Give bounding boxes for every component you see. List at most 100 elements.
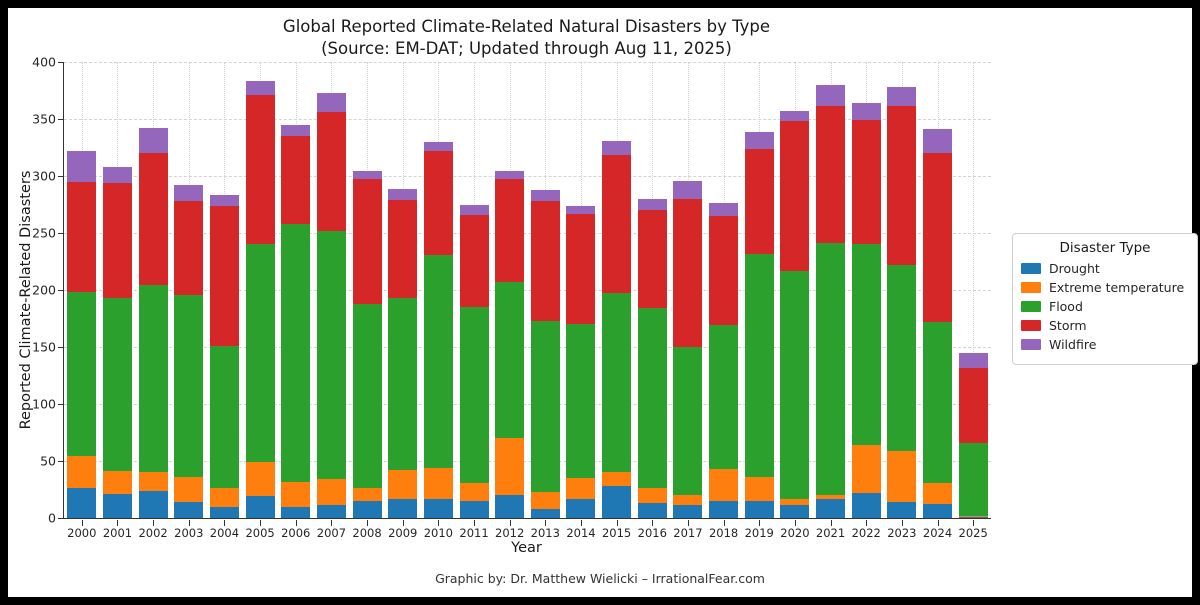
stacked-bar-2021	[816, 62, 846, 518]
bar-segment-flood	[744, 253, 774, 477]
bar-segment-storm	[566, 213, 596, 325]
legend-row-extreme-temperature: Extreme temperature	[1021, 280, 1189, 295]
bar-segment-extreme-temperature	[709, 469, 739, 501]
bar-segment-flood	[281, 223, 311, 482]
x-tick-label: 2010	[423, 526, 453, 540]
bar-segment-flood	[923, 321, 953, 483]
x-tick-label: 2012	[495, 526, 525, 540]
bar-segment-wildfire	[209, 195, 239, 206]
bar-segment-flood	[602, 293, 632, 473]
bar-segment-wildfire	[530, 189, 560, 202]
x-tick-label: 2000	[67, 526, 97, 540]
bar-segment-wildfire	[245, 81, 275, 96]
bar-segment-drought	[138, 490, 168, 518]
stacked-bar-2020	[780, 62, 810, 518]
bar-segment-flood	[495, 282, 525, 439]
y-tick-mark	[58, 176, 64, 177]
x-tick-mark	[937, 520, 939, 526]
x-tick-mark	[153, 520, 155, 526]
x-tick-mark	[367, 520, 369, 526]
x-tick-mark	[759, 520, 761, 526]
x-tick-label: 2007	[316, 526, 347, 540]
h-gridline	[64, 62, 991, 63]
bar-segment-flood	[245, 244, 275, 463]
bar-segment-flood	[637, 308, 667, 489]
stacked-bar-2025	[958, 62, 988, 518]
bar-segment-storm	[316, 112, 346, 231]
bar-segment-drought	[958, 516, 988, 518]
stacked-bar-2002	[138, 62, 168, 518]
bar-segment-flood	[316, 230, 346, 480]
bar-segment-storm	[352, 179, 382, 304]
bar-segment-storm	[851, 120, 881, 245]
bar-segment-flood	[138, 285, 168, 473]
bar-segment-extreme-temperature	[602, 472, 632, 487]
bar-segment-extreme-temperature	[851, 445, 881, 493]
x-tick-mark	[901, 520, 903, 526]
h-gridline	[64, 404, 991, 405]
y-tick-label: 200	[32, 282, 56, 298]
bar-segment-wildfire	[673, 180, 703, 199]
bar-segment-extreme-temperature	[887, 450, 917, 503]
x-tick-mark	[81, 520, 83, 526]
x-tick-mark	[687, 520, 689, 526]
legend-row-flood: Flood	[1021, 299, 1189, 314]
bar-segment-storm	[102, 182, 132, 298]
x-tick-label: 2016	[637, 526, 667, 540]
bar-segment-extreme-temperature	[174, 476, 204, 503]
bar-segment-storm	[459, 214, 489, 308]
bar-segment-wildfire	[744, 131, 774, 149]
bar-segment-wildfire	[566, 205, 596, 214]
bar-segment-wildfire	[316, 92, 346, 113]
bar-segment-extreme-temperature	[780, 498, 810, 506]
bar-segment-drought	[316, 505, 346, 518]
h-gridline	[64, 347, 991, 348]
h-gridline	[64, 119, 991, 120]
x-tick-label: 2023	[887, 526, 917, 540]
x-tick-mark	[438, 520, 440, 526]
bar-segment-flood	[459, 307, 489, 483]
bar-segment-drought	[102, 494, 132, 518]
bar-segment-drought	[245, 496, 275, 518]
legend-items: Drought Extreme temperature Flood Storm Wild…	[1021, 261, 1189, 352]
bar-segment-wildfire	[851, 103, 881, 121]
x-tick-mark	[830, 520, 832, 526]
x-tick-mark	[188, 520, 190, 526]
stacked-bar-2000	[67, 62, 97, 518]
bar-segment-drought	[566, 498, 596, 518]
stacked-bar-2013	[530, 62, 560, 518]
x-tick-mark	[224, 520, 226, 526]
y-tick-mark	[58, 233, 64, 234]
stacked-bar-2005	[245, 62, 275, 518]
legend-row-storm: Storm	[1021, 318, 1189, 333]
bar-segment-wildfire	[887, 87, 917, 107]
bar-segment-wildfire	[67, 150, 97, 182]
x-tick-label: 2020	[780, 526, 810, 540]
bar-segment-drought	[851, 492, 881, 518]
x-tick-mark	[402, 520, 404, 526]
bar-segment-wildfire	[602, 140, 632, 156]
x-tick-label: 2001	[102, 526, 133, 540]
y-tick-label: 150	[32, 339, 56, 355]
bar-segment-drought	[816, 498, 846, 518]
bar-segment-flood	[102, 298, 132, 472]
chart-title-line2: (Source: EM-DAT; Updated through Aug 11,…	[321, 39, 732, 58]
bar-segment-drought	[209, 506, 239, 518]
bar-segment-flood	[352, 303, 382, 489]
bar-segment-extreme-temperature	[209, 488, 239, 507]
stacked-bar-2008	[352, 62, 382, 518]
x-tick-label: 2008	[352, 526, 382, 540]
x-tick-label: 2003	[174, 526, 204, 540]
legend-swatch-icon	[1021, 282, 1041, 293]
stacked-bar-2019	[744, 62, 774, 518]
bar-segment-storm	[673, 198, 703, 347]
bar-segment-storm	[637, 210, 667, 309]
bar-segment-flood	[887, 264, 917, 451]
bar-segment-storm	[138, 153, 168, 286]
x-tick-mark	[331, 520, 333, 526]
bar-segment-flood	[530, 320, 560, 492]
x-tick-mark	[973, 520, 975, 526]
bar-segment-storm	[958, 367, 988, 443]
y-tick-label: 350	[32, 111, 56, 127]
bar-segment-drought	[495, 495, 525, 518]
